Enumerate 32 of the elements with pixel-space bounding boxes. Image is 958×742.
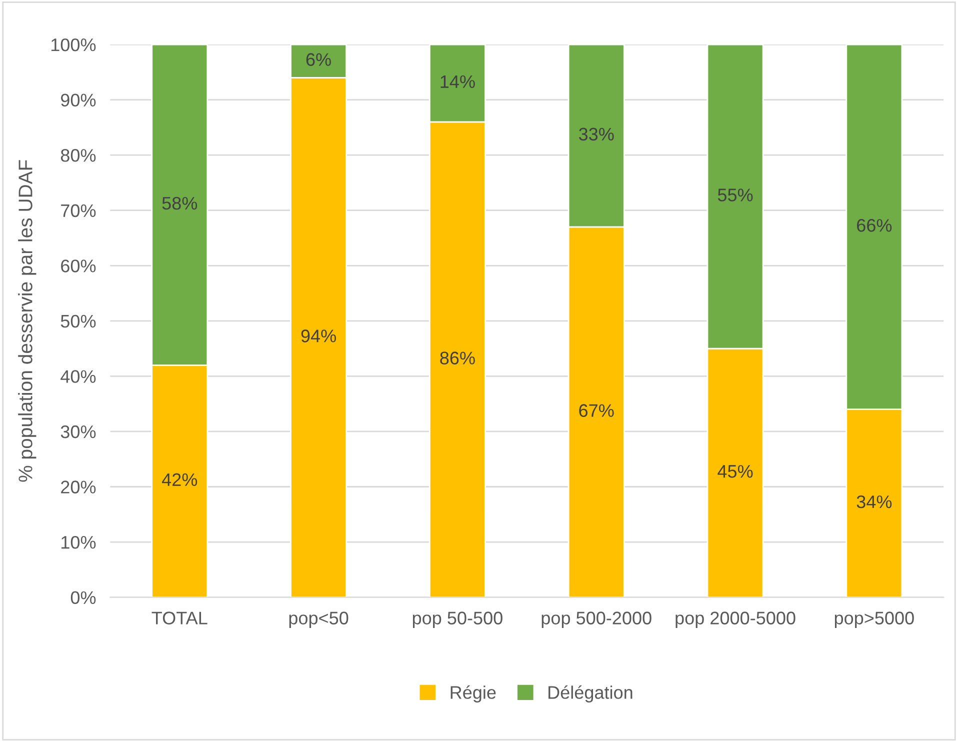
y-tick-label: 70% <box>61 204 96 218</box>
legend-label: Régie <box>450 685 496 702</box>
data-label: 67% <box>579 404 614 417</box>
data-label: 6% <box>306 53 331 66</box>
data-label: 94% <box>301 330 336 342</box>
data-label: 86% <box>440 352 475 364</box>
x-tick-label: pop>5000 <box>834 612 914 628</box>
x-tick-label: pop 500-2000 <box>542 612 652 628</box>
data-label: 55% <box>718 188 753 202</box>
legend-label: Délégation <box>548 685 632 702</box>
x-tick-label: pop 50-500 <box>412 612 502 628</box>
data-label: 66% <box>857 219 892 232</box>
y-tick-label: 0% <box>70 591 96 604</box>
x-tick-label: pop<50 <box>289 612 348 628</box>
y-tick-label: 20% <box>61 480 96 494</box>
data-label: 14% <box>440 75 475 88</box>
x-tick-label: TOTAL <box>152 612 208 624</box>
y-tick-label: 30% <box>60 425 96 438</box>
y-tick-label: 40% <box>60 370 96 383</box>
y-axis-title: % population desservie par les UDAF <box>18 160 36 482</box>
y-tick-label: 50% <box>60 314 96 328</box>
x-tick-label: pop 2000-5000 <box>676 612 796 628</box>
data-label: 33% <box>578 128 614 141</box>
y-tick-label: 60% <box>61 260 96 272</box>
data-label: 58% <box>162 196 198 210</box>
y-tick-label: 100% <box>51 38 96 52</box>
y-tick-label: 90% <box>60 94 96 107</box>
data-label: 42% <box>162 473 198 486</box>
data-label: 45% <box>718 465 753 478</box>
y-tick-label: 80% <box>60 149 96 162</box>
y-tick-label: 10% <box>62 536 96 549</box>
data-label: 34% <box>856 495 892 508</box>
